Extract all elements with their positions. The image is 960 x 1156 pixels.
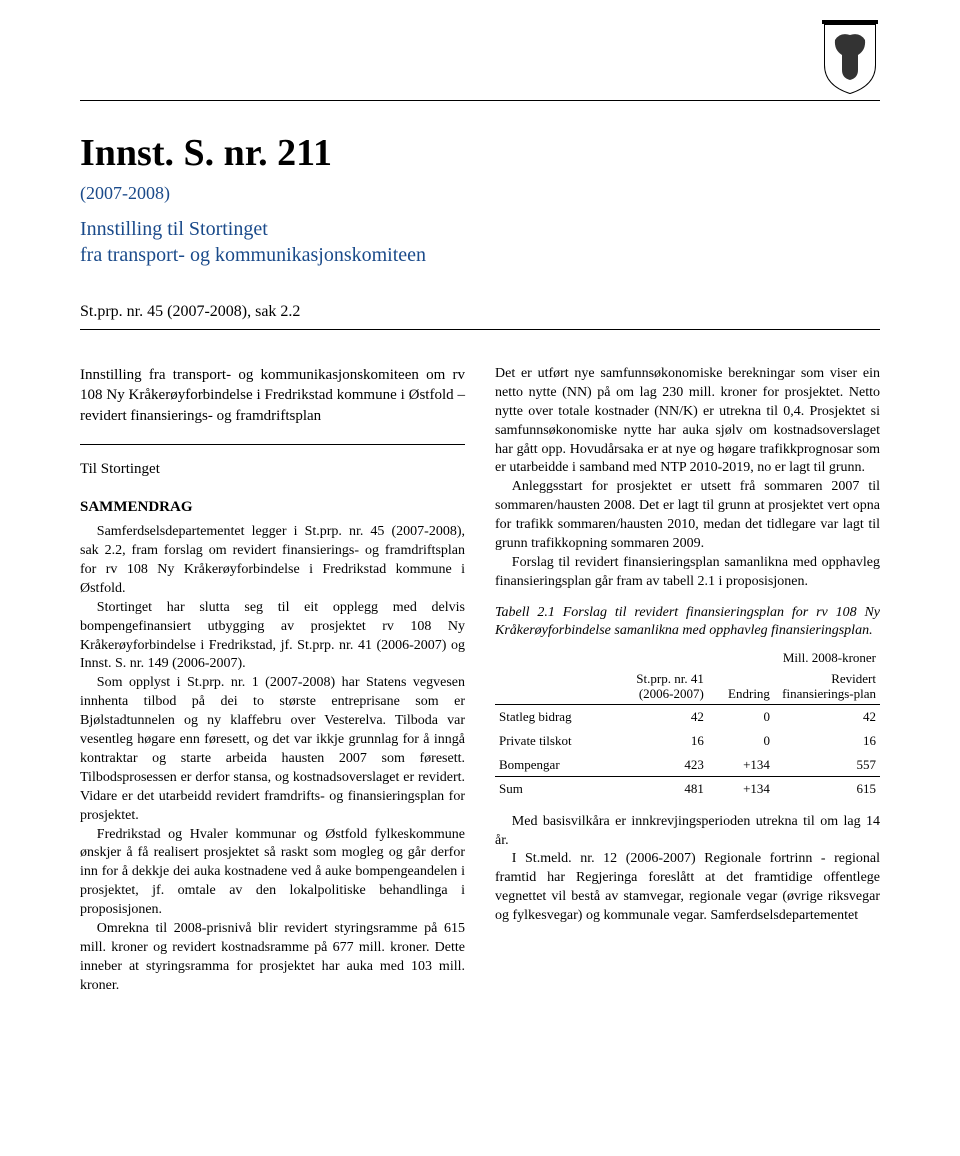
table-row: Bompengar 423 +134 557 xyxy=(495,753,880,777)
table-col-header: Endring xyxy=(708,669,774,705)
table-row: Private tilskot 16 0 16 xyxy=(495,729,880,753)
body-paragraph: Som opplyst i St.prp. nr. 1 (2007-2008) … xyxy=(80,674,465,825)
left-column: Innstilling fra transport- og kommunikas… xyxy=(80,365,465,996)
right-column: Det er utført nye samfunnsøkonomiske ber… xyxy=(495,365,880,996)
document-year: (2007-2008) xyxy=(80,183,880,204)
subtitle-line-2: fra transport- og kommunikasjonskomiteen xyxy=(80,244,426,266)
body-paragraph: Anleggsstart for prosjektet er utsett fr… xyxy=(495,478,880,554)
body-paragraph: Det er utført nye samfunnsøkonomiske ber… xyxy=(495,365,880,478)
reference-line: St.prp. nr. 45 (2007-2008), sak 2.2 xyxy=(80,303,880,321)
body-paragraph: Omrekna til 2008-prisnivå blir revidert … xyxy=(80,920,465,996)
body-paragraph: Samferdselsdepartementet legger i St.prp… xyxy=(80,523,465,599)
section-heading: SAMMENDRAG xyxy=(80,497,465,517)
body-paragraph: I St.meld. nr. 12 (2006-2007) Regionale … xyxy=(495,850,880,926)
body-paragraph: Fredrikstad og Hvaler kommunar og Østfol… xyxy=(80,826,465,920)
table-cell: Private tilskot xyxy=(495,729,602,753)
table-cell: 42 xyxy=(602,705,708,729)
table-cell: 16 xyxy=(602,729,708,753)
top-rule xyxy=(80,100,880,101)
table-cell: 481 xyxy=(602,777,708,801)
table-cell: 0 xyxy=(708,705,774,729)
table-cell: 16 xyxy=(774,729,880,753)
table-unit: Mill. 2008-kroner xyxy=(602,646,880,669)
table-cell: +134 xyxy=(708,753,774,777)
table-col-header: Revidert finansierings-plan xyxy=(774,669,880,705)
addressee: Til Stortinget xyxy=(80,459,465,479)
table-cell: Bompengar xyxy=(495,753,602,777)
table-cell: Statleg bidrag xyxy=(495,705,602,729)
body-paragraph: Med basisvilkåra er innkrevjingsperioden… xyxy=(495,813,880,851)
table-cell: 42 xyxy=(774,705,880,729)
sub-rule xyxy=(80,444,465,445)
body-paragraph: Stortinget har slutta seg til eit oppleg… xyxy=(80,599,465,675)
table-row: Statleg bidrag 42 0 42 xyxy=(495,705,880,729)
table-cell: 423 xyxy=(602,753,708,777)
intro-paragraph: Innstilling fra transport- og kommunikas… xyxy=(80,365,465,426)
table-sum-row: Sum 481 +134 615 xyxy=(495,777,880,801)
body-paragraph: Forslag til revidert finansieringsplan s… xyxy=(495,554,880,592)
table-col-header: St.prp. nr. 41 (2006-2007) xyxy=(602,669,708,705)
subtitle-line-1: Innstilling til Stortinget xyxy=(80,218,268,240)
table-cell: 0 xyxy=(708,729,774,753)
document-subtitle: Innstilling til Stortinget fra transport… xyxy=(80,216,880,268)
coat-of-arms-icon xyxy=(820,20,880,95)
table-cell: +134 xyxy=(708,777,774,801)
table-cell: 557 xyxy=(774,753,880,777)
finance-table: Mill. 2008-kroner St.prp. nr. 41 (2006-2… xyxy=(495,646,880,801)
table-cell: Sum xyxy=(495,777,602,801)
table-caption: Tabell 2.1 Forslag til revidert finansie… xyxy=(495,604,880,640)
mid-rule xyxy=(80,329,880,330)
table-cell: 615 xyxy=(774,777,880,801)
document-title: Innst. S. nr. 211 xyxy=(80,131,880,175)
